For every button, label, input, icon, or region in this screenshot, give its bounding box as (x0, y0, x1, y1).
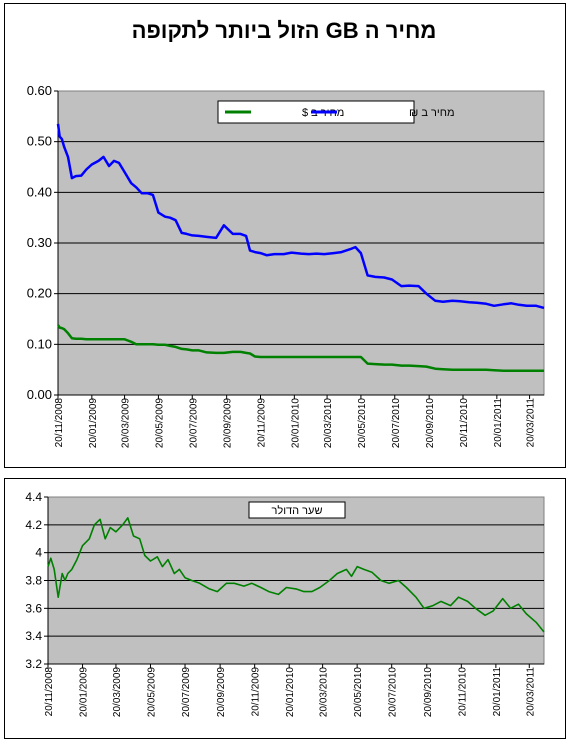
x-tick-label: 20/01/2011 (492, 667, 503, 717)
y-tick-label: 4.4 (25, 490, 42, 504)
y-tick-label: 0.30 (27, 235, 52, 250)
x-tick-label: 20/03/2010 (319, 667, 330, 717)
chart-title: מחיר ה GB הזול ביותר לתקופה (132, 18, 437, 43)
x-tick-label: 20/01/2010 (285, 667, 296, 717)
x-tick-label: 20/01/2009 (88, 398, 99, 448)
y-tick-label: 3.2 (25, 657, 42, 671)
x-tick-label: 20/11/2008 (44, 667, 55, 717)
x-tick-label: 20/01/2010 (290, 398, 301, 448)
y-tick-label: 4.2 (25, 518, 42, 532)
x-tick-label: 20/03/2011 (525, 667, 536, 717)
y-tick-label: 0.00 (27, 387, 52, 402)
x-tick-label: 20/03/2009 (112, 667, 123, 717)
legend-box (248, 501, 346, 519)
y-tick-label: 0.50 (27, 134, 52, 149)
exchange-rate-chart: 3.2 3.4 3.6 3.8 4 4.2 4.4 20/11/2008 20/01/2009 2… (25, 490, 545, 717)
y-tick-label: 0.40 (27, 184, 52, 199)
x-tick-label: 20/03/2009 (121, 398, 132, 448)
legend: מחיר ב $מחיר ב ₪ (217, 100, 455, 124)
x-tick-label: 20/05/2009 (146, 667, 157, 717)
x-tick-label: 20/07/2010 (391, 398, 402, 448)
x-tick-label: 20/03/2011 (526, 398, 537, 448)
series-line (56, 123, 545, 310)
y-tick-label: 3.6 (25, 601, 42, 615)
x-tick-label: 20/09/2009 (216, 667, 227, 717)
x-tick-label: 20/11/2009 (257, 398, 268, 448)
y-tick-label: 0.10 (27, 336, 52, 351)
x-tick-label: 20/11/2010 (459, 398, 470, 448)
series-line (56, 324, 544, 372)
x-tick-label: 20/03/2010 (323, 398, 334, 448)
x-tick-label: 20/11/2009 (251, 667, 262, 717)
y-tick-label: 0.20 (27, 286, 52, 301)
series-line (47, 517, 545, 633)
y-tick-label: 3.8 (25, 574, 42, 588)
x-tick-label: 20/05/2010 (357, 398, 368, 448)
x-tick-label: 20/05/2010 (353, 667, 364, 717)
y-tick-label: 0.60 (27, 83, 52, 98)
x-tick-label: 20/07/2010 (388, 667, 399, 717)
price-chart: 0.00 0.10 0.20 0.30 0.40 0.50 0.60 20/11/2008 20… (27, 83, 545, 448)
x-tick-label: 20/01/2011 (493, 398, 504, 448)
legend-label: מחיר ב ₪ (409, 107, 455, 119)
x-tick-label: 20/07/2009 (188, 398, 199, 448)
legend: שער הדולר (248, 501, 346, 519)
y-tick-label: 3.4 (25, 629, 42, 643)
x-tick-label: 20/11/2008 (54, 398, 65, 448)
x-tick-label: 20/09/2010 (423, 667, 434, 717)
y-tick-label: 4 (35, 546, 42, 560)
x-tick-label: 20/05/2009 (154, 398, 165, 448)
x-tick-label: 20/09/2009 (223, 398, 234, 448)
x-tick-label: 20/09/2010 (425, 398, 436, 448)
x-tick-label: 20/11/2010 (457, 667, 468, 717)
legend-label: שער הדולר (272, 504, 323, 517)
x-tick-label: 20/07/2009 (181, 667, 192, 717)
x-tick-label: 20/01/2009 (79, 667, 90, 717)
